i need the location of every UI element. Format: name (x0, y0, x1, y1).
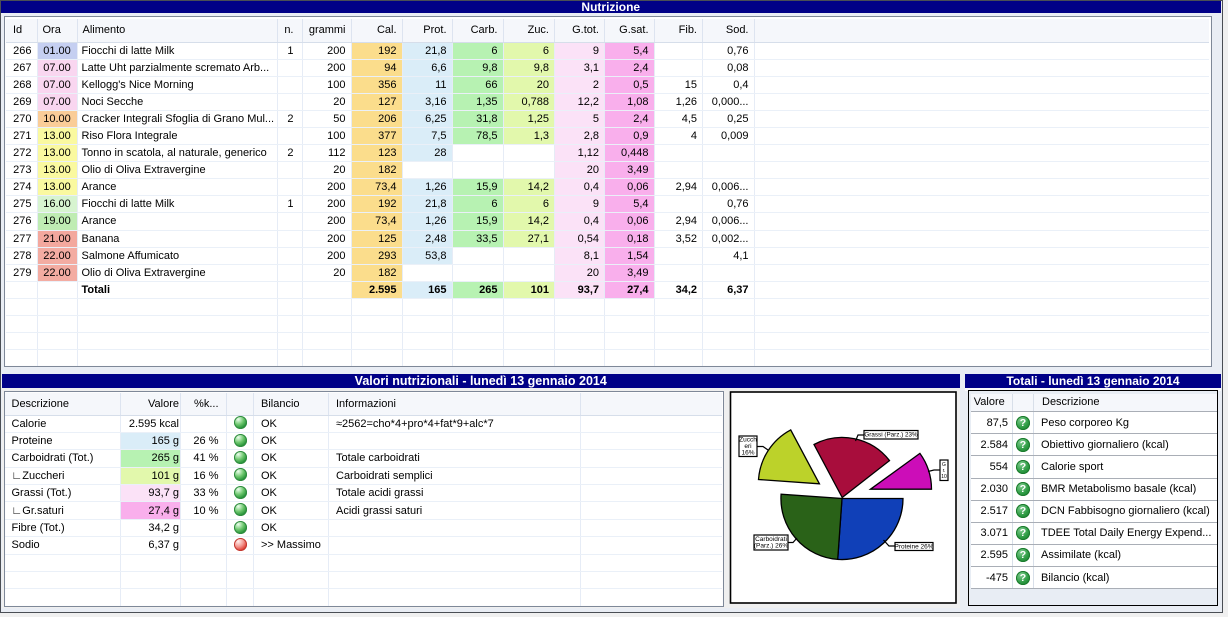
svg-text:r.: r. (943, 468, 946, 474)
svg-text:Carboidrati: Carboidrati (755, 536, 787, 543)
svg-text:10: 10 (941, 474, 947, 480)
svg-text:Proteine 26%: Proteine 26% (894, 543, 933, 550)
svg-text:16%: 16% (741, 450, 754, 457)
svg-text:Zucch: Zucch (739, 437, 757, 444)
svg-text:eri: eri (744, 443, 751, 450)
svg-text:G: G (942, 462, 946, 468)
svg-text:Grassi (Parz.) 23%: Grassi (Parz.) 23% (864, 432, 918, 439)
svg-text:(Parz.) 26%: (Parz.) 26% (754, 543, 789, 550)
